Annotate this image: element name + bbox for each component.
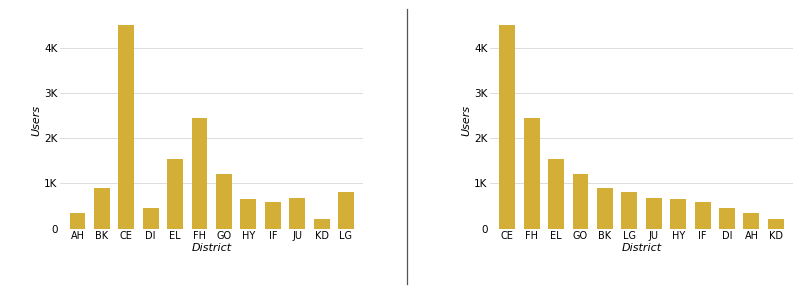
Bar bbox=[289, 198, 305, 229]
X-axis label: District: District bbox=[621, 243, 662, 253]
Bar bbox=[646, 198, 662, 229]
Bar bbox=[192, 118, 208, 229]
X-axis label: District: District bbox=[192, 243, 232, 253]
Bar bbox=[241, 199, 256, 229]
Bar bbox=[216, 174, 232, 229]
Bar bbox=[695, 202, 711, 229]
Bar bbox=[314, 219, 329, 229]
Bar bbox=[597, 188, 613, 229]
Bar bbox=[548, 159, 564, 229]
Bar bbox=[719, 208, 735, 229]
Bar bbox=[69, 213, 85, 229]
Bar bbox=[768, 219, 784, 229]
Bar bbox=[572, 174, 588, 229]
Bar bbox=[671, 199, 686, 229]
Bar bbox=[167, 159, 183, 229]
Bar bbox=[118, 25, 134, 229]
Bar bbox=[744, 213, 759, 229]
Bar bbox=[499, 25, 515, 229]
Bar bbox=[265, 202, 281, 229]
Bar bbox=[142, 208, 159, 229]
Bar bbox=[338, 193, 354, 229]
Y-axis label: Users: Users bbox=[31, 105, 41, 136]
Bar bbox=[94, 188, 109, 229]
Bar bbox=[621, 193, 638, 229]
Y-axis label: Users: Users bbox=[461, 105, 471, 136]
Bar bbox=[524, 118, 539, 229]
